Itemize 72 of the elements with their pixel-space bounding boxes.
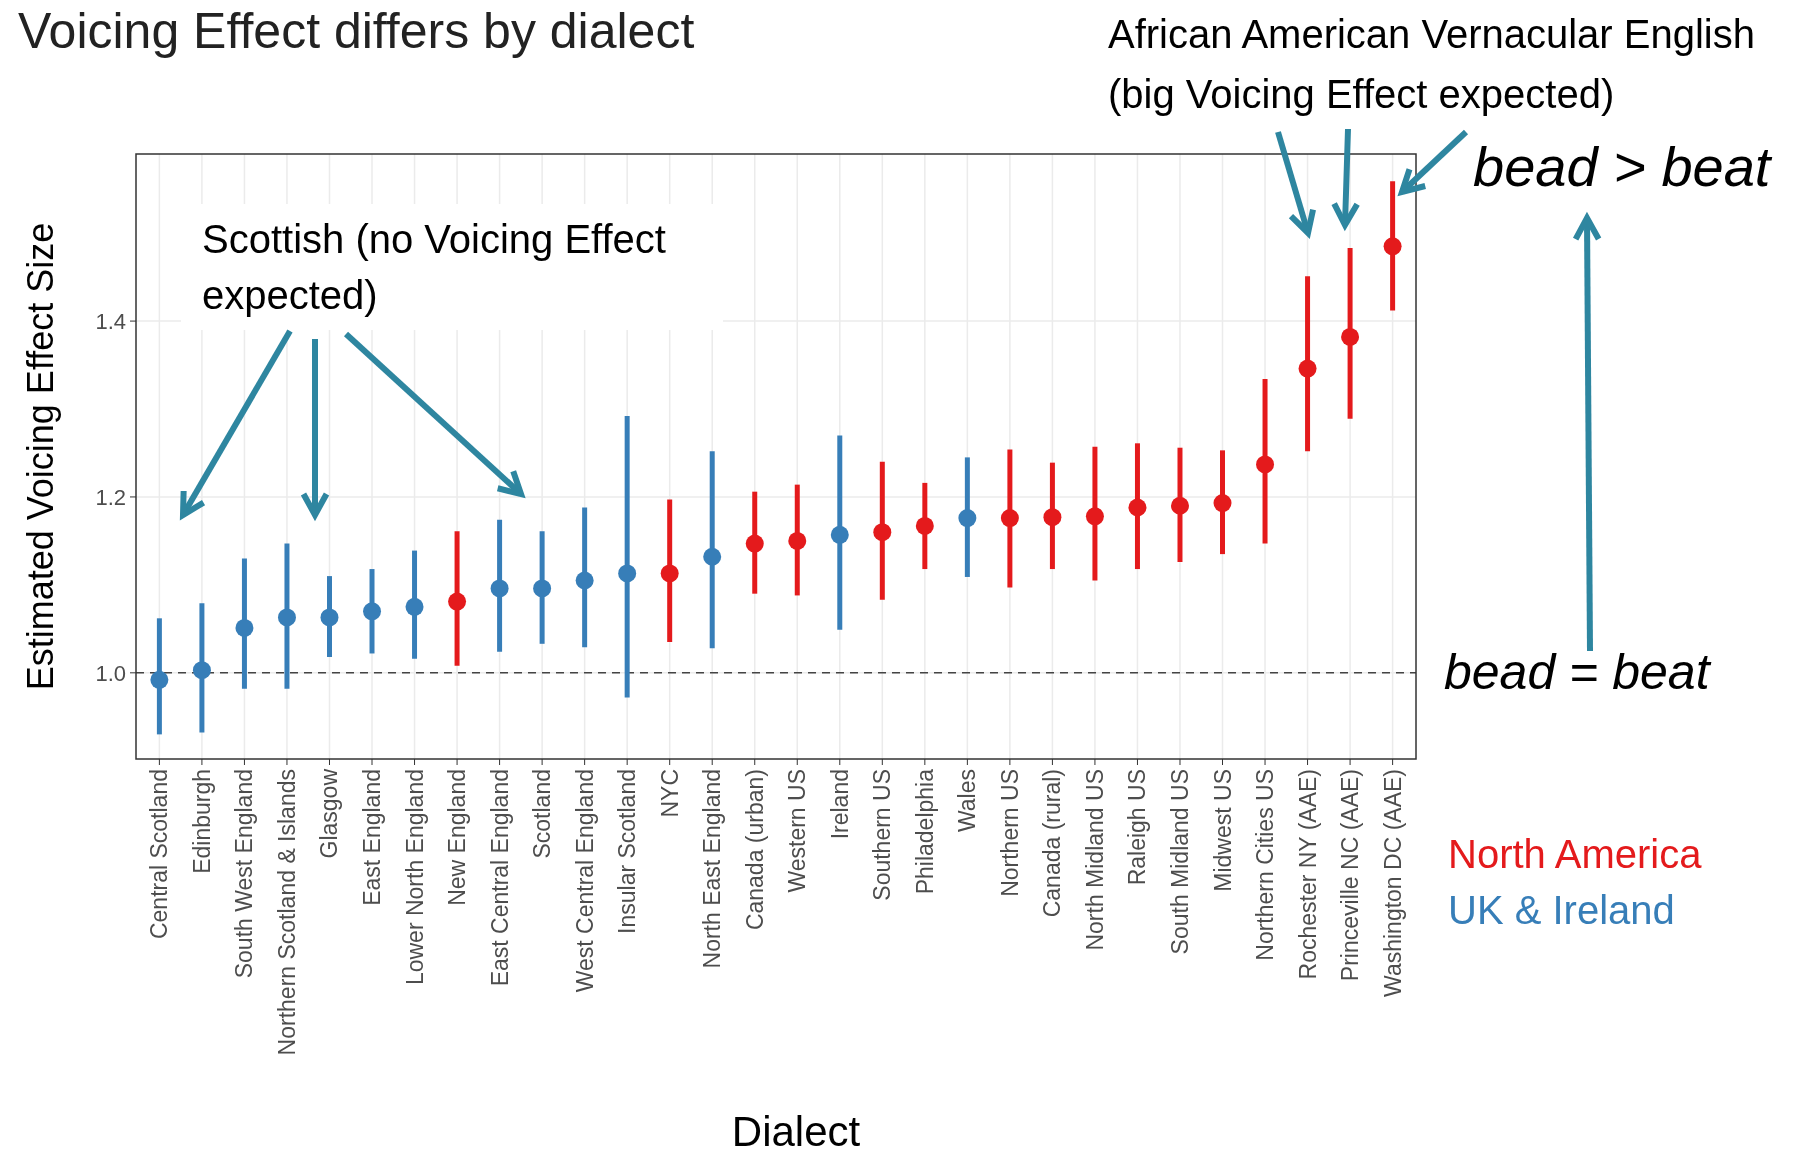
x-tick-label: Edinburgh (188, 769, 215, 874)
point (660, 564, 679, 583)
point (1085, 507, 1104, 526)
annotation: Scottish (no Voicing Effect expected) (202, 217, 666, 317)
x-tick-label: New England (444, 769, 471, 906)
x-tick-label: Northern Cities US (1252, 769, 1279, 961)
point (192, 661, 211, 680)
point (1128, 498, 1147, 517)
x-tick-label: Scotland (529, 769, 556, 859)
x-tick-label: South West England (231, 769, 258, 979)
x-tick-label: West Central England (571, 769, 598, 993)
x-tick-label: Western US (784, 769, 811, 893)
x-tick-label: NYC (656, 769, 683, 818)
y-tick-label: 1.2 (95, 484, 126, 510)
point (1000, 509, 1019, 528)
point (1298, 359, 1317, 378)
x-tick-label: Northern US (996, 769, 1023, 897)
point (1213, 494, 1232, 513)
y-tick-label: 1.4 (95, 308, 126, 334)
point (363, 602, 382, 621)
point (873, 523, 892, 542)
x-tick-label: North Midland US (1081, 769, 1108, 951)
point (958, 509, 977, 528)
x-tick-label: East Central England (486, 769, 513, 987)
text: bead > beat (1473, 135, 1773, 198)
point (1256, 455, 1275, 474)
x-tick-label: Lower North England (401, 769, 428, 986)
text: North America (1448, 832, 1703, 876)
x-tick-label: Midwest US (1209, 769, 1236, 892)
point (533, 579, 552, 598)
x-tick-label: Washington DC (AAE) (1379, 769, 1406, 997)
ref-line-label: bead = beat (1444, 643, 1712, 700)
x-tick-label: Wales (954, 769, 981, 833)
x-tick-label: Philadelphia (911, 768, 938, 895)
x-tick-label: Raleigh US (1124, 769, 1151, 886)
y-tick-label: 1.0 (95, 660, 126, 686)
point (1341, 327, 1360, 346)
point (1043, 508, 1062, 527)
chart-title: Voicing Effect differs by dialect (18, 3, 695, 59)
x-tick-label: Rochester NY (AAE) (1294, 769, 1321, 980)
point (405, 597, 424, 616)
point (703, 547, 722, 566)
y-axis-title: Estimated Voicing Effect Size (20, 222, 61, 691)
point (575, 571, 594, 590)
x-tick-label: Princeville NC (AAE) (1337, 769, 1364, 982)
x-tick-label: Ireland (826, 769, 853, 840)
x-tick-label: Canada (rural) (1039, 769, 1066, 918)
point (150, 670, 169, 689)
x-tick-label: Central Scotland (146, 769, 173, 940)
point (235, 618, 254, 637)
x-tick-label: Insular Scotland (614, 769, 641, 934)
x-tick-label: Southern US (869, 769, 896, 901)
point (830, 525, 849, 544)
point (1170, 496, 1189, 515)
x-axis-title: Dialect (731, 1108, 861, 1153)
x-tick-label: Glasgow (316, 768, 343, 859)
text: African American Vernacular English (big Voicing Effect expected) (1108, 12, 1755, 116)
point (1383, 237, 1402, 256)
x-tick-label: North East England (699, 769, 726, 969)
x-tick-label: East England (359, 769, 386, 906)
point (448, 592, 467, 611)
x-tick-label: Northern Scotland & Islands (273, 769, 300, 1056)
point (788, 531, 807, 550)
point (490, 579, 509, 598)
x-tick-label: South Midland US (1166, 769, 1193, 955)
point (277, 608, 296, 627)
x-tick-label: Canada (urban) (741, 769, 768, 931)
point (915, 516, 934, 535)
point (745, 534, 764, 553)
point (618, 564, 637, 583)
point (320, 608, 339, 627)
text: UK & Ireland (1448, 888, 1675, 932)
